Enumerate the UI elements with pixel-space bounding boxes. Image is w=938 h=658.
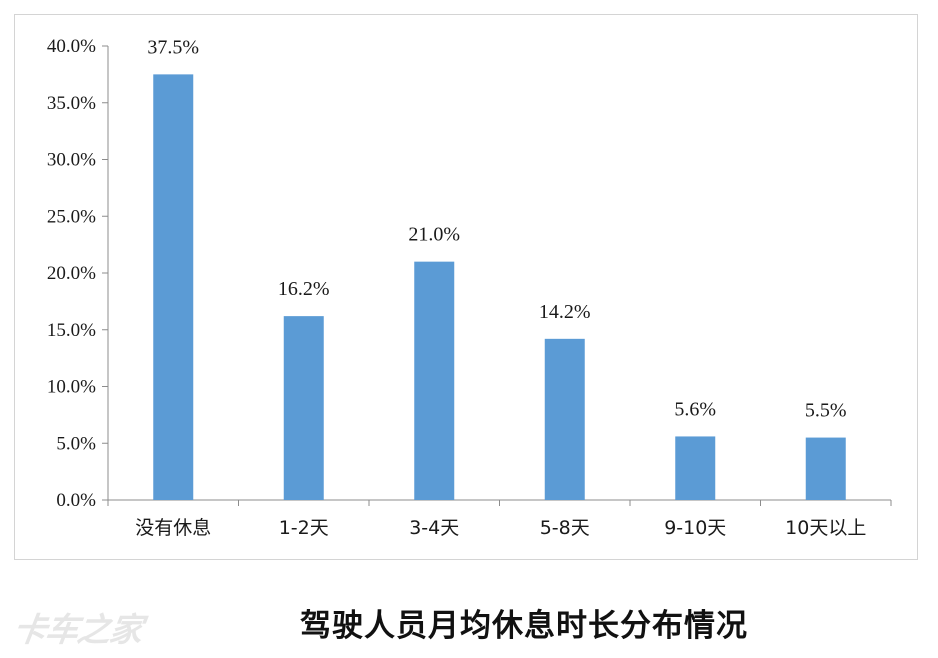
- bar: [805, 437, 846, 500]
- data-label: 5.5%: [805, 400, 847, 422]
- data-label: 14.2%: [539, 301, 591, 323]
- y-tick-label: 25.0%: [47, 206, 96, 227]
- bar: [544, 338, 585, 500]
- y-tick-label: 0.0%: [56, 490, 96, 511]
- bar: [675, 436, 716, 500]
- bar-series: [153, 74, 846, 500]
- category-labels: 没有休息 1-2天 3-4天 5-8天 9-10天 10天以上: [135, 517, 866, 539]
- bar: [283, 316, 324, 500]
- data-labels: 37.5% 16.2% 21.0% 14.2% 5.6% 5.5%: [147, 36, 846, 421]
- y-tick-label: 10.0%: [47, 377, 96, 398]
- y-tick-label: 15.0%: [47, 320, 96, 341]
- y-tick-label: 30.0%: [47, 150, 96, 171]
- chart-title: 驾驶人员月均休息时长分布情况: [300, 608, 748, 644]
- x-tick-label: 没有休息: [135, 517, 211, 539]
- y-tick-label: 20.0%: [47, 263, 96, 284]
- data-label: 21.0%: [408, 224, 460, 246]
- y-tick-label: 5.0%: [56, 433, 96, 454]
- x-tick-label: 3-4天: [409, 517, 459, 539]
- y-tick-label: 35.0%: [47, 93, 96, 114]
- y-tick-label: 40.0%: [47, 36, 96, 57]
- y-axis: 0.0% 5.0% 10.0% 15.0% 20.0% 25.0% 30.0% 35.0% 40…: [47, 36, 109, 511]
- x-tick-label: 10天以上: [785, 517, 866, 539]
- x-tick-label: 9-10天: [664, 517, 726, 539]
- data-label: 5.6%: [674, 398, 716, 420]
- chart-area: 0.0% 5.0% 10.0% 15.0% 20.0% 25.0% 30.0% 35.0% 40…: [14, 14, 918, 560]
- bar-chart: 0.0% 5.0% 10.0% 15.0% 20.0% 25.0% 30.0% 35.0% 40…: [47, 36, 892, 539]
- x-tick-label: 1-2天: [279, 517, 329, 539]
- bar: [414, 261, 455, 500]
- x-tick-label: 5-8天: [540, 517, 590, 539]
- data-label: 16.2%: [278, 278, 330, 300]
- bar: [153, 74, 194, 500]
- x-axis: [107, 499, 892, 506]
- data-label: 37.5%: [147, 36, 199, 58]
